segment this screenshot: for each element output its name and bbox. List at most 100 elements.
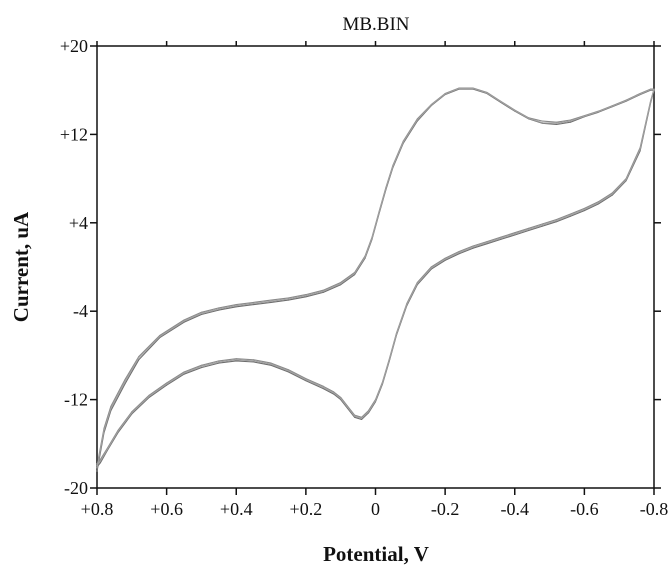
data-point: [200, 365, 202, 367]
data-point: [444, 258, 446, 260]
data-point: [458, 253, 460, 255]
data-point: [138, 359, 140, 361]
data-series-layer: [96, 87, 655, 472]
data-point: [472, 245, 474, 247]
data-point: [388, 359, 390, 361]
data-point: [653, 89, 655, 91]
data-point: [340, 284, 342, 286]
data-point: [183, 321, 185, 323]
data-point: [611, 105, 613, 107]
data-point: [444, 93, 446, 95]
data-point: [639, 148, 641, 150]
data-point: [305, 294, 307, 296]
data-point: [288, 297, 289, 299]
data-point: [430, 266, 432, 268]
data-point: [472, 246, 474, 248]
x-axis: +0.8 +0.6 +0.4 +0.2 0 -0.2 -0.4 -0.6 -0.8: [81, 41, 668, 519]
chart-title: MB.BIN: [342, 14, 409, 35]
data-point: [406, 304, 408, 306]
data-point: [514, 110, 516, 112]
data-point: [486, 242, 488, 244]
data-point: [218, 360, 220, 362]
data-point: [444, 259, 446, 261]
data-point: [200, 311, 202, 313]
data-point: [570, 215, 571, 217]
data-point: [288, 371, 289, 373]
data-point: [124, 381, 126, 383]
data-point: [288, 298, 289, 300]
data-point: [106, 448, 108, 450]
data-point: [500, 237, 502, 239]
data-point: [528, 228, 530, 230]
data-point: [322, 385, 324, 387]
data-point: [333, 391, 335, 393]
data-point: [611, 193, 613, 195]
data-point: [322, 291, 324, 293]
y-tick-label: -20: [64, 478, 88, 498]
y-axis-title: Current, uA: [9, 211, 33, 322]
data-point: [347, 406, 349, 408]
data-point: [500, 238, 502, 240]
data-point: [253, 359, 255, 361]
data-point: [288, 299, 289, 301]
data-point: [117, 431, 119, 433]
data-point: [124, 383, 126, 385]
data-point: [253, 361, 255, 363]
data-point: [305, 379, 307, 381]
data-point: [253, 360, 255, 362]
data-point: [514, 233, 516, 235]
data-point: [305, 296, 307, 298]
data-point: [183, 372, 185, 374]
data-point: [375, 400, 376, 402]
data-point: [235, 305, 237, 307]
data-point: [514, 234, 516, 236]
data-point: [392, 165, 394, 167]
data-point: [333, 392, 335, 394]
x-tick-label: +0.8: [81, 499, 114, 519]
data-point: [103, 430, 105, 431]
data-point: [542, 225, 544, 227]
data-point: [218, 361, 220, 363]
data-point: [218, 309, 220, 311]
cv-cycle-3-line: [96, 87, 655, 469]
data-point: [430, 104, 432, 106]
data-point: [270, 299, 272, 301]
data-point: [542, 120, 544, 122]
data-point: [597, 202, 599, 204]
data-point: [200, 367, 202, 369]
y-tick-label: +4: [69, 213, 88, 233]
data-point: [472, 247, 474, 249]
data-point: [650, 101, 651, 103]
x-tick-label: +0.4: [220, 499, 253, 519]
data-point: [556, 219, 557, 220]
y-tick-label: +12: [60, 124, 88, 144]
data-point: [542, 223, 544, 225]
data-point: [183, 319, 185, 321]
data-point: [235, 360, 237, 362]
data-point: [148, 394, 150, 396]
data-point: [500, 236, 502, 238]
data-point: [322, 290, 324, 292]
data-point: [159, 335, 161, 336]
data-point: [382, 382, 383, 384]
data-point: [556, 122, 557, 124]
y-tick-label: -4: [73, 301, 88, 321]
data-point: [96, 467, 98, 469]
data-point: [200, 314, 202, 315]
data-point: [542, 224, 544, 226]
data-point: [597, 111, 599, 113]
data-point: [183, 371, 185, 373]
data-point: [486, 241, 488, 243]
data-point: [625, 179, 627, 181]
x-tick-label: 0: [371, 499, 380, 519]
data-point: [570, 121, 571, 123]
data-point: [235, 304, 237, 306]
cv-cycle-1-line: [96, 88, 655, 472]
data-point: [528, 117, 530, 119]
data-point: [430, 267, 432, 269]
data-point: [288, 370, 289, 372]
data-point: [100, 460, 101, 462]
data-point: [556, 124, 557, 125]
y-tick-label: -12: [64, 390, 88, 410]
